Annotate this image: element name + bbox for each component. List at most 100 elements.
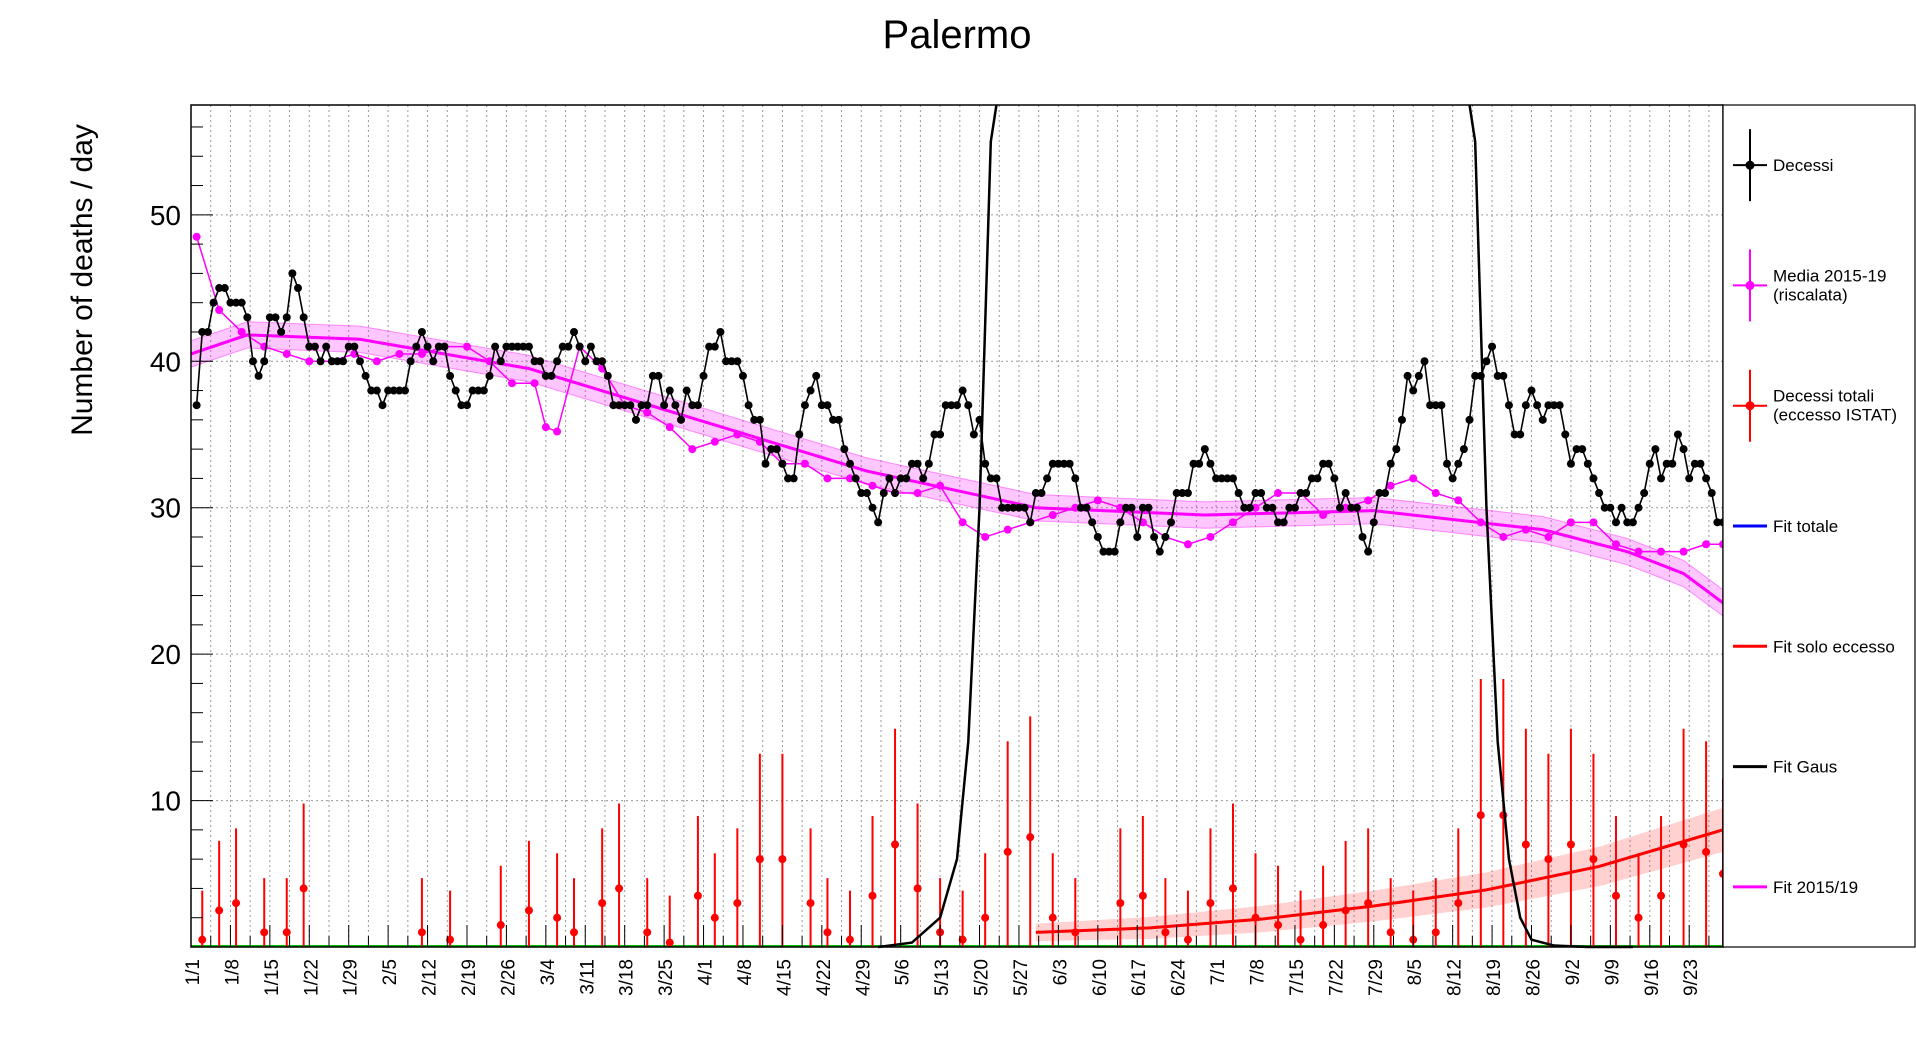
media-point	[1003, 525, 1012, 534]
decessi-point	[1274, 518, 1283, 527]
fit-excess-line	[1035, 828, 1724, 934]
decessi-point	[1031, 489, 1040, 498]
decessi-point	[682, 386, 691, 395]
decessi-point	[761, 459, 770, 468]
decessi-point	[958, 386, 967, 395]
decessi-point	[902, 474, 911, 483]
media-point	[1093, 496, 1102, 505]
decessi-point	[1611, 518, 1620, 527]
decessi-point	[1296, 489, 1305, 498]
decessi-point	[1212, 474, 1221, 483]
x-tick-label: 5/6	[893, 959, 914, 985]
decessi-point	[310, 342, 319, 351]
decessi-point	[248, 357, 257, 366]
excess-point	[1026, 833, 1035, 842]
decessi-point	[874, 518, 883, 527]
x-tick-label: 7/15	[1287, 959, 1308, 996]
decessi-point	[344, 342, 353, 351]
media-line	[195, 236, 1723, 553]
decessi-point	[1578, 445, 1587, 454]
excess-point	[1296, 935, 1305, 944]
decessi-point	[1240, 503, 1249, 512]
fit-2015-19-line	[190, 333, 1724, 605]
media-point	[1341, 503, 1350, 512]
decessi-point	[1640, 489, 1649, 498]
excess-point	[891, 840, 900, 849]
excess-point	[570, 928, 578, 937]
excess-point	[417, 928, 426, 937]
decessi-point	[1589, 474, 1598, 483]
excess-point	[524, 906, 533, 915]
x-tick-label: 4/22	[814, 959, 835, 996]
decessi-point	[964, 401, 973, 410]
decessi-point	[1471, 371, 1480, 380]
decessi-point	[671, 401, 680, 410]
media-point	[1589, 518, 1598, 527]
decessi-point	[412, 342, 421, 351]
decessi-point	[1352, 503, 1361, 512]
excess-point	[755, 855, 764, 864]
decessi-point	[1702, 474, 1711, 483]
decessi-point	[519, 342, 528, 351]
legend-item: Fit Gaus	[1733, 758, 1837, 777]
decessi-point	[1065, 459, 1074, 468]
decessi-point	[215, 284, 224, 293]
legend-item: Decessi	[1733, 129, 1833, 202]
decessi-point	[699, 371, 708, 380]
decessi-point	[1437, 401, 1446, 410]
decessi-point	[1476, 371, 1485, 380]
decessi-point	[446, 371, 455, 380]
decessi-point	[784, 474, 793, 483]
decessi-point	[468, 386, 477, 395]
decessi-point	[1533, 401, 1542, 410]
decessi-point	[1448, 474, 1457, 483]
excess-point	[1634, 913, 1643, 922]
decessi-point	[1290, 503, 1299, 512]
x-tick-label: 2/12	[420, 959, 441, 996]
x-tick-label: 9/2	[1563, 959, 1584, 985]
decessi-point	[541, 371, 550, 380]
x-tick-label: 7/22	[1326, 959, 1347, 996]
decessi-point	[1634, 503, 1643, 512]
x-tick-label: 4/8	[735, 959, 756, 985]
x-tick-label: 3/25	[656, 959, 677, 996]
decessi-point	[294, 284, 303, 293]
decessi-point	[1302, 489, 1311, 498]
decessi-point	[936, 430, 945, 439]
decessi-point	[969, 430, 978, 439]
excess-point	[913, 884, 922, 893]
decessi-point	[1555, 401, 1564, 410]
legend-item: Fit 2015/19	[1733, 878, 1858, 897]
decessi-point	[1668, 459, 1677, 468]
decessi-point	[705, 342, 714, 351]
decessi-point	[1234, 489, 1243, 498]
decessi-point	[547, 371, 556, 380]
decessi-point	[592, 357, 601, 366]
decessi-point	[1043, 474, 1052, 483]
excess-point	[553, 913, 562, 922]
decessi-point	[1364, 547, 1373, 556]
legend-label: Decessi totali (eccesso ISTAT)	[1773, 387, 1897, 425]
legend-label: Fit Gaus	[1773, 758, 1837, 777]
excess-point	[260, 928, 269, 937]
x-tick-label: 4/29	[853, 959, 874, 996]
decessi-point	[226, 298, 235, 307]
decessi-point	[496, 357, 505, 366]
media-point	[1228, 518, 1237, 527]
excess-point	[615, 884, 624, 893]
decessi-point	[1510, 430, 1519, 439]
decessi-point	[570, 327, 578, 336]
decessi-point	[1443, 459, 1452, 468]
decessi-point	[947, 401, 956, 410]
decessi-point	[564, 342, 573, 351]
decessi-point	[282, 313, 291, 322]
decessi-point	[1454, 459, 1463, 468]
decessi-point	[648, 371, 657, 380]
decessi-point	[209, 298, 218, 307]
decessi-point	[1657, 474, 1666, 483]
decessi-point	[277, 327, 286, 336]
media-point	[913, 489, 922, 498]
decessi-point	[1493, 371, 1502, 380]
media-point	[665, 423, 674, 432]
decessi-point	[1257, 489, 1266, 498]
